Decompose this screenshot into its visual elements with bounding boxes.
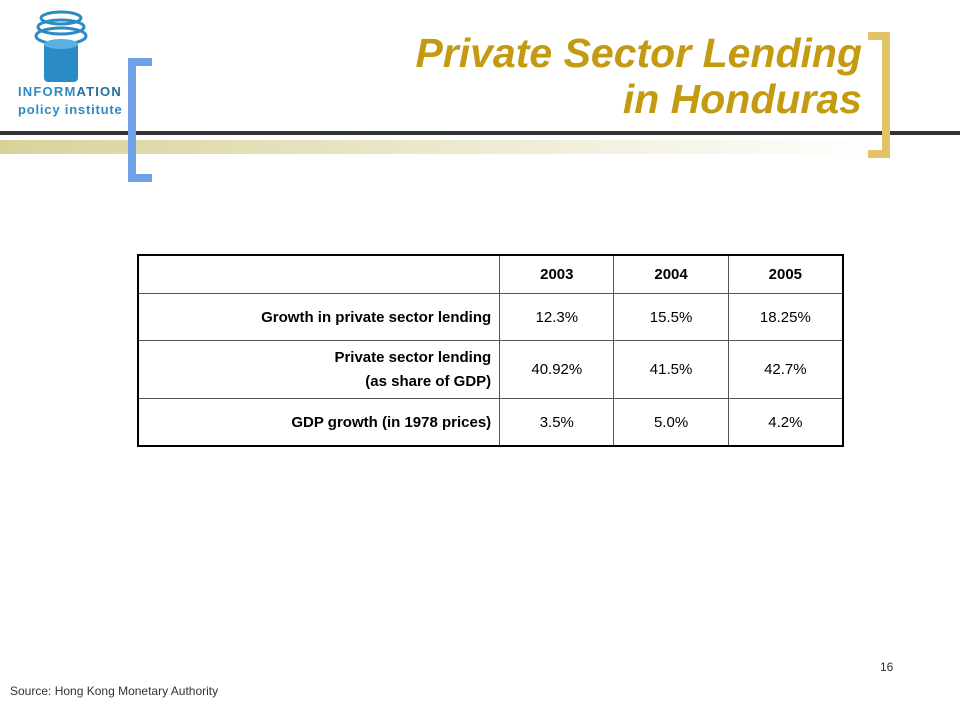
row-label: GDP growth (in 1978 prices) bbox=[137, 398, 501, 447]
table-cell: 5.0% bbox=[613, 398, 729, 447]
table-row: GDP growth (in 1978 prices) 3.5% 5.0% 4.… bbox=[137, 398, 844, 447]
header-cell-2005: 2005 bbox=[727, 254, 844, 294]
table-cell: 3.5% bbox=[499, 398, 615, 447]
header-cell-2003: 2003 bbox=[499, 254, 615, 294]
logo-wordmark-line1: INFORMATION bbox=[18, 84, 122, 99]
table-cell: 40.92% bbox=[499, 340, 615, 399]
information-policy-institute-logo bbox=[34, 10, 88, 82]
table-cell: 12.3% bbox=[499, 293, 615, 341]
slide-title: Private Sector Lending in Honduras bbox=[415, 30, 862, 122]
table-header-row: 2003 2004 2005 bbox=[137, 254, 844, 294]
page-number: 16 bbox=[880, 660, 894, 674]
gradient-rule bbox=[0, 140, 880, 154]
lending-table: 2003 2004 2005 Growth in private sector … bbox=[137, 254, 844, 447]
header-cell-2004: 2004 bbox=[613, 254, 729, 294]
logo-wordmark-line2: policy institute bbox=[18, 102, 123, 117]
table-cell: 42.7% bbox=[727, 340, 844, 399]
header-cell-blank bbox=[137, 254, 501, 294]
table-cell: 18.25% bbox=[727, 293, 844, 341]
dark-rule bbox=[0, 131, 960, 135]
source-note: Source: Hong Kong Monetary Authority bbox=[10, 684, 219, 698]
left-bracket bbox=[128, 58, 152, 182]
table-row: Growth in private sector lending 12.3% 1… bbox=[137, 293, 844, 341]
row-label: Private sector lending (as share of GDP) bbox=[137, 340, 501, 399]
right-bracket bbox=[868, 32, 890, 158]
header-decoration bbox=[0, 32, 960, 182]
row-label: Growth in private sector lending bbox=[137, 293, 501, 341]
table-cell: 4.2% bbox=[727, 398, 844, 447]
slide-title-line1: Private Sector Lending bbox=[415, 30, 862, 76]
table-row: Private sector lending (as share of GDP)… bbox=[137, 340, 844, 399]
table-cell: 41.5% bbox=[613, 340, 729, 399]
slide-title-line2: in Honduras bbox=[622, 76, 862, 122]
table-cell: 15.5% bbox=[613, 293, 729, 341]
